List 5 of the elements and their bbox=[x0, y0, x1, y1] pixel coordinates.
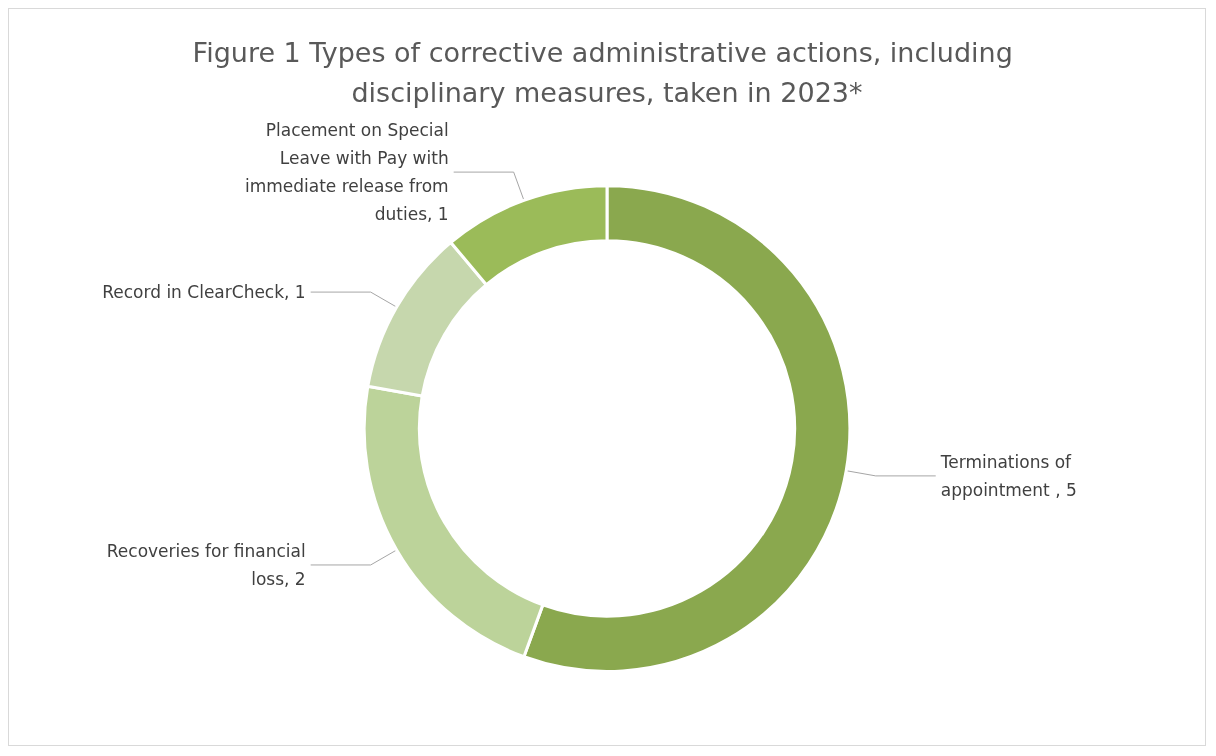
slice-label: Terminations of appointment , 5 bbox=[939, 451, 1077, 500]
chart-title: Figure 1 Types of corrective administrative actions, including disciplinary measures, taken in 2023* bbox=[192, 36, 1022, 108]
slice-label: Placement on Special Leave with Pay with immediate release from duties, 1 bbox=[244, 120, 449, 225]
slice-label: Recoveries for financial loss, 2 bbox=[106, 540, 306, 589]
slice-label: Record in ClearCheck, 1 bbox=[102, 282, 306, 303]
